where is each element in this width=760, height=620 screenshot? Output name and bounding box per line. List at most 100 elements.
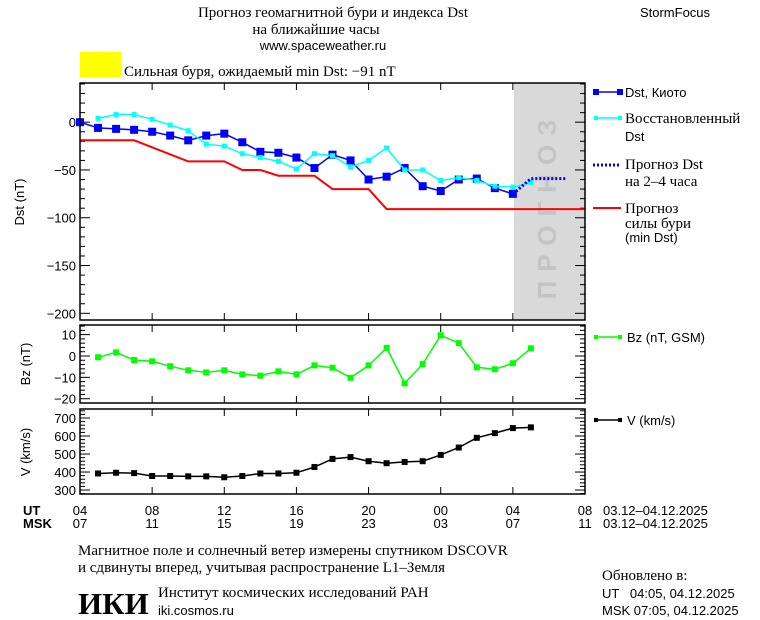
source-url[interactable]: www.spaceweather.ru xyxy=(259,38,386,53)
bz-data-point xyxy=(473,364,480,371)
dst-data-point xyxy=(238,138,247,147)
dst-data-point xyxy=(131,112,137,118)
dst-data-point xyxy=(112,124,121,133)
v-data-point xyxy=(419,458,426,465)
bz-data-point xyxy=(149,358,156,365)
bz-ylabel: Bz (nT) xyxy=(18,343,33,386)
ut-tick-label: 16 xyxy=(289,503,303,518)
v-data-point xyxy=(509,425,516,432)
bz-data-point xyxy=(509,360,516,367)
msk-tick-label: 11 xyxy=(578,516,592,531)
bz-data-point xyxy=(185,367,192,374)
dst-data-point xyxy=(438,177,444,183)
dst-data-point xyxy=(292,153,301,162)
footnote-line2: и сдвинуты вперед, учитывая распростране… xyxy=(78,560,445,576)
legend-v: V (km/s) xyxy=(594,413,675,428)
dst-series-line-3 xyxy=(80,139,585,211)
dst-data-point xyxy=(402,167,408,173)
footnote-line1: Магнитное поле и солнечный ветер измерен… xyxy=(78,543,508,559)
v-data-point xyxy=(473,434,480,441)
x-axis: UT MSK 03.12–04.12.2025 03.12–04.12.2025… xyxy=(23,503,708,531)
dst-data-point xyxy=(528,179,534,185)
v-y-tick-label: 700 xyxy=(54,411,76,426)
dst-data-point xyxy=(474,177,480,183)
ut-tick-label: 04 xyxy=(506,503,520,518)
bz-y-tick-label: 10 xyxy=(62,328,76,343)
chart-title-line1: Прогноз геомагнитной бури и индекса Dst xyxy=(198,5,469,21)
msk-date-range: 03.12–04.12.2025 xyxy=(603,516,708,531)
dst-data-point xyxy=(274,148,283,157)
dst-data-point xyxy=(221,143,227,149)
dst-data-point xyxy=(311,151,317,157)
dst-data-point xyxy=(364,175,373,184)
dst-data-point xyxy=(346,156,355,165)
dst-data-point xyxy=(330,153,335,159)
dst-data-point xyxy=(293,166,299,172)
v-data-point xyxy=(329,455,336,462)
ut-tick-label: 12 xyxy=(217,503,231,518)
dst-y-tick-label: −200 xyxy=(47,306,76,321)
v-data-point xyxy=(131,470,138,477)
bz-data-point xyxy=(527,345,534,352)
dst-data-point xyxy=(185,128,191,134)
v-data-point xyxy=(221,474,228,481)
bz-data-point xyxy=(383,344,390,351)
dst-data-point xyxy=(113,112,119,118)
institute-name: Институт космических исследований РАН xyxy=(158,585,429,601)
dst-y-tick-label: 0 xyxy=(69,115,76,130)
ut-tick-label: 04 xyxy=(73,503,87,518)
legend: Dst, Киото Восстановленный Dst Прогноз D… xyxy=(593,85,740,428)
bz-y-tick-label: 0 xyxy=(69,349,76,364)
svg-text:Dst, Киото: Dst, Киото xyxy=(625,85,687,100)
dst-data-point xyxy=(220,129,229,138)
dst-plot-frame xyxy=(79,82,586,321)
v-data-point xyxy=(149,472,156,479)
legend-bz: Bz (nT, GSM) xyxy=(594,330,705,345)
dst-data-point xyxy=(418,182,427,191)
dst-data-point xyxy=(348,164,354,170)
dst-data-point xyxy=(203,141,209,147)
ut-tick-label: 08 xyxy=(145,503,159,518)
bz-data-point xyxy=(167,363,174,370)
msk-tick-label: 23 xyxy=(361,516,375,531)
bz-data-point xyxy=(275,368,282,375)
v-y-tick-label: 400 xyxy=(54,465,76,480)
legend-dst-forecast: Прогноз Dst на 2–4 часа xyxy=(593,157,704,190)
bz-data-point xyxy=(401,380,408,387)
bz-data-point xyxy=(203,369,210,376)
legend-restored-dst: Восстановленный Dst xyxy=(594,111,740,144)
v-data-point xyxy=(167,472,174,479)
v-data-point xyxy=(113,469,120,476)
bz-plot-frame xyxy=(79,324,586,404)
iki-logo: ИКИ xyxy=(78,586,149,620)
dst-data-point xyxy=(436,186,445,195)
v-data-point xyxy=(185,473,192,480)
forecast-region xyxy=(514,83,585,320)
v-data-point xyxy=(401,458,408,465)
svg-text:Dst: Dst xyxy=(625,129,645,144)
svg-text:Bz (nT, GSM): Bz (nT, GSM) xyxy=(627,330,705,345)
bz-y-tick-label: −20 xyxy=(54,392,76,407)
bz-data-point xyxy=(257,372,264,379)
svg-text:(min Dst): (min Dst) xyxy=(625,230,678,245)
bz-data-point xyxy=(419,361,426,368)
dst-y-tick-label: −150 xyxy=(47,259,76,274)
v-data-point xyxy=(203,473,210,480)
chart-title-line2: на ближайшие часы xyxy=(252,22,379,38)
v-data-point xyxy=(383,460,390,467)
msk-axis-label: MSK xyxy=(23,516,53,531)
v-y-tick-label: 500 xyxy=(54,447,76,462)
bz-data-point xyxy=(221,367,228,374)
dst-ylabel: Dst (nT) xyxy=(12,179,27,226)
v-data-point xyxy=(239,472,246,479)
institute-url[interactable]: iki.cosmos.ru xyxy=(158,603,234,618)
v-plot-frame xyxy=(79,408,586,495)
ut-tick-label: 00 xyxy=(433,503,447,518)
bz-y-tick-label: −10 xyxy=(54,370,76,385)
dst-data-point xyxy=(275,158,281,164)
dst-data-point xyxy=(184,136,193,145)
ut-date-range: 03.12–04.12.2025 xyxy=(603,503,708,518)
dst-data-point xyxy=(202,131,211,140)
v-data-point xyxy=(311,463,318,470)
